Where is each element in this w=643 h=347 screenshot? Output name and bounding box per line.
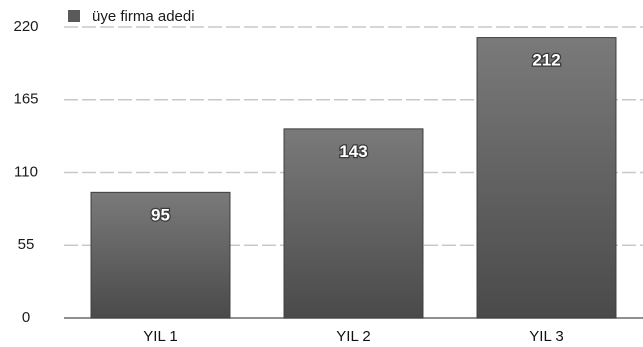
y-tick-label: 55 <box>18 236 35 253</box>
legend: üye firma adedi <box>68 8 195 25</box>
bars: 95 143 212 <box>90 37 617 319</box>
y-tick-label: 110 <box>14 163 38 180</box>
x-tick-label: YIL 3 <box>529 328 563 345</box>
data-label: 212 <box>532 51 560 70</box>
y-tick-label: 220 <box>13 18 38 35</box>
y-axis-ticks: 0 55 110 165 220 <box>13 18 38 326</box>
bar <box>283 128 424 319</box>
bar <box>90 191 231 319</box>
legend-label: üye firma adedi <box>92 8 195 25</box>
bar <box>476 37 617 319</box>
data-label: 143 <box>339 142 367 161</box>
y-tick-label: 0 <box>22 309 30 326</box>
y-tick-label: 165 <box>13 91 38 108</box>
x-tick-label: YIL 1 <box>143 328 177 345</box>
x-tick-label: YIL 2 <box>336 328 370 345</box>
legend-swatch <box>68 10 80 22</box>
data-label: 95 <box>151 205 170 224</box>
x-axis-ticks: YIL 1 YIL 2 YIL 3 <box>143 328 563 345</box>
